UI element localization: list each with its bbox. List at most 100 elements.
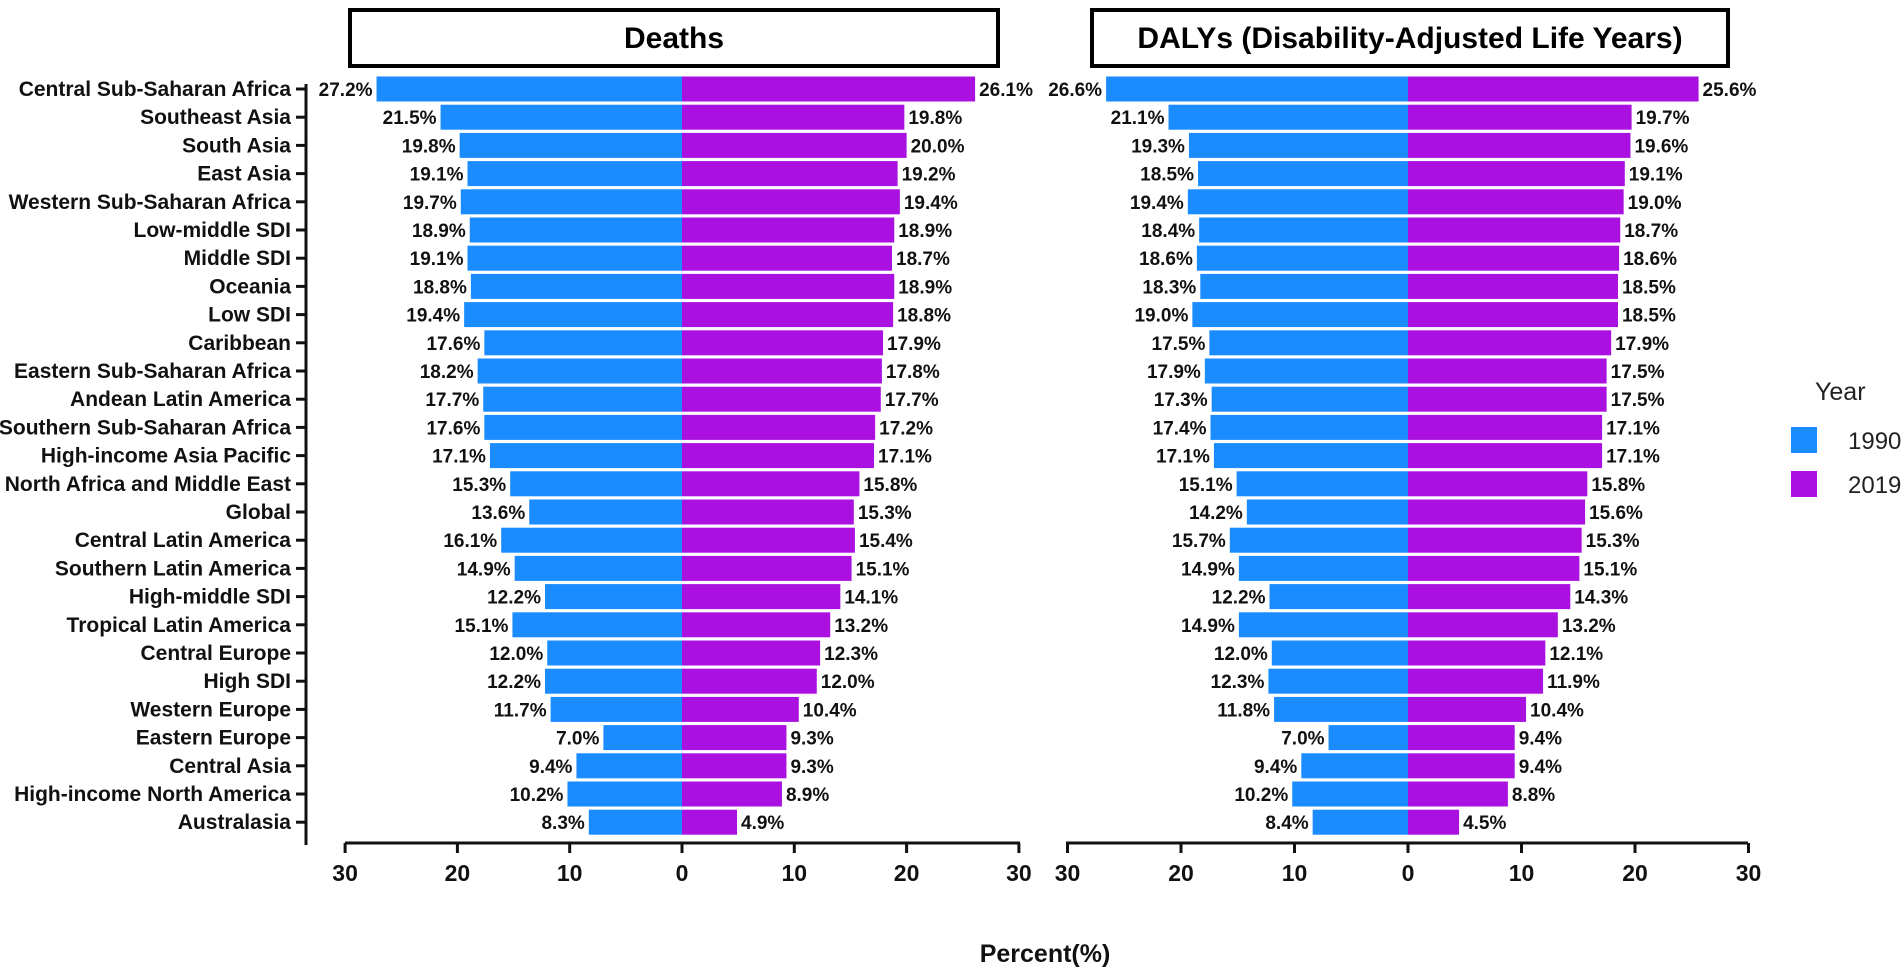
category-label: High-income Asia Pacific bbox=[41, 445, 291, 468]
value-label-2019: 15.8% bbox=[1591, 475, 1645, 496]
value-label-1990: 10.2% bbox=[1234, 785, 1288, 806]
bar-2019 bbox=[682, 555, 852, 581]
bar-2019 bbox=[682, 302, 894, 328]
bar-2019 bbox=[682, 527, 855, 553]
bar-2019 bbox=[682, 132, 907, 158]
value-label-1990: 13.6% bbox=[471, 503, 525, 524]
value-label-2019: 14.3% bbox=[1574, 588, 1628, 609]
bar-2019 bbox=[1408, 104, 1632, 130]
value-label-2019: 19.0% bbox=[1628, 193, 1682, 214]
bar-2019 bbox=[1408, 725, 1515, 751]
bar-1990 bbox=[1312, 809, 1408, 835]
bar-2019 bbox=[682, 330, 884, 356]
value-label-2019: 12.3% bbox=[824, 644, 878, 665]
bar-1990 bbox=[512, 612, 682, 638]
value-label-1990: 17.6% bbox=[426, 334, 480, 355]
value-label-1990: 11.7% bbox=[494, 700, 547, 721]
legend-title: Year bbox=[1815, 378, 1866, 406]
bar-2019 bbox=[1408, 302, 1618, 328]
bar-2019 bbox=[1408, 132, 1631, 158]
x-tick-label: 10 bbox=[782, 860, 808, 886]
bar-2019 bbox=[682, 161, 898, 187]
category-label: High-middle SDI bbox=[129, 586, 291, 609]
value-label-1990: 18.9% bbox=[412, 221, 466, 242]
value-label-1990: 14.2% bbox=[1189, 503, 1243, 524]
value-label-2019: 12.0% bbox=[821, 672, 875, 693]
bar-1990 bbox=[470, 273, 682, 299]
value-label-2019: 19.4% bbox=[904, 193, 958, 214]
bar-1990 bbox=[376, 76, 682, 102]
bar-2019 bbox=[1408, 612, 1558, 638]
value-label-1990: 12.2% bbox=[487, 672, 541, 693]
bar-1990 bbox=[483, 386, 682, 412]
bar-2019 bbox=[1408, 781, 1508, 807]
bar-1990 bbox=[484, 330, 682, 356]
panel-title: Deaths bbox=[624, 22, 724, 55]
value-label-1990: 17.4% bbox=[1153, 418, 1207, 439]
value-label-1990: 10.2% bbox=[510, 785, 564, 806]
value-label-2019: 9.3% bbox=[790, 729, 833, 750]
category-label: Central Latin America bbox=[75, 529, 292, 552]
category-label: South Asia bbox=[182, 134, 291, 157]
bar-1990 bbox=[440, 104, 682, 130]
bar-2019 bbox=[1408, 358, 1607, 384]
category-label: Australasia bbox=[178, 811, 292, 834]
value-label-1990: 9.4% bbox=[529, 757, 572, 778]
value-label-2019: 15.3% bbox=[1586, 531, 1640, 552]
value-label-1990: 15.7% bbox=[1172, 531, 1226, 552]
x-tick-label: 20 bbox=[894, 860, 920, 886]
category-label: Middle SDI bbox=[184, 247, 291, 270]
bar-1990 bbox=[1188, 132, 1408, 158]
bar-1990 bbox=[1200, 273, 1408, 299]
value-label-2019: 18.6% bbox=[1623, 249, 1677, 270]
bar-2019 bbox=[1408, 809, 1460, 835]
bar-1990 bbox=[1236, 471, 1408, 497]
bar-1990 bbox=[489, 443, 682, 469]
category-label: High-income North America bbox=[14, 783, 291, 806]
bar-2019 bbox=[1408, 443, 1603, 469]
value-label-2019: 15.8% bbox=[863, 475, 917, 496]
bar-1990 bbox=[544, 584, 682, 610]
bar-2019 bbox=[1408, 499, 1586, 525]
bar-1990 bbox=[467, 161, 682, 187]
bar-2019 bbox=[1408, 527, 1582, 553]
value-label-1990: 19.1% bbox=[410, 249, 464, 270]
value-label-2019: 15.3% bbox=[858, 503, 912, 524]
value-label-2019: 10.4% bbox=[803, 700, 857, 721]
axes-layer: Deaths 30 20 10 0 10 20 30 DALYs (Disability-Adj… bbox=[296, 8, 1761, 886]
bar-2019 bbox=[1408, 76, 1699, 102]
value-label-1990: 17.5% bbox=[1152, 334, 1206, 355]
bar-1990 bbox=[1229, 527, 1408, 553]
legend-swatch-2019 bbox=[1791, 471, 1817, 497]
bar-1990 bbox=[459, 132, 682, 158]
bar-2019 bbox=[682, 640, 821, 666]
bar-2019 bbox=[1408, 471, 1588, 497]
panel-title: DALYs (Disability-Adjusted Life Years) bbox=[1137, 22, 1682, 55]
bar-2019 bbox=[682, 273, 895, 299]
bar-2019 bbox=[1408, 414, 1603, 440]
bar-1990 bbox=[1246, 499, 1408, 525]
value-label-2019: 17.9% bbox=[1615, 334, 1669, 355]
bar-2019 bbox=[682, 809, 738, 835]
value-label-2019: 9.4% bbox=[1519, 757, 1562, 778]
bar-1990 bbox=[550, 696, 682, 722]
category-label: Andean Latin America bbox=[70, 388, 291, 411]
bar-2019 bbox=[1408, 753, 1515, 779]
bar-2019 bbox=[1408, 217, 1621, 243]
bar-1990 bbox=[1199, 217, 1408, 243]
value-label-2019: 17.5% bbox=[1611, 362, 1665, 383]
x-tick-label: 30 bbox=[332, 860, 358, 886]
value-label-1990: 12.3% bbox=[1211, 672, 1265, 693]
value-label-2019: 17.1% bbox=[1606, 418, 1660, 439]
bar-1990 bbox=[1301, 753, 1408, 779]
bar-2019 bbox=[1408, 386, 1607, 412]
bar-2019 bbox=[682, 781, 782, 807]
bar-1990 bbox=[1213, 443, 1408, 469]
category-label: Central Sub-Saharan Africa bbox=[19, 78, 292, 101]
bar-2019 bbox=[682, 217, 895, 243]
category-label: Oceania bbox=[209, 275, 291, 298]
value-label-1990: 19.8% bbox=[402, 136, 456, 157]
value-label-1990: 14.9% bbox=[457, 559, 511, 580]
value-label-1990: 18.2% bbox=[420, 362, 474, 383]
bar-1990 bbox=[1211, 386, 1408, 412]
